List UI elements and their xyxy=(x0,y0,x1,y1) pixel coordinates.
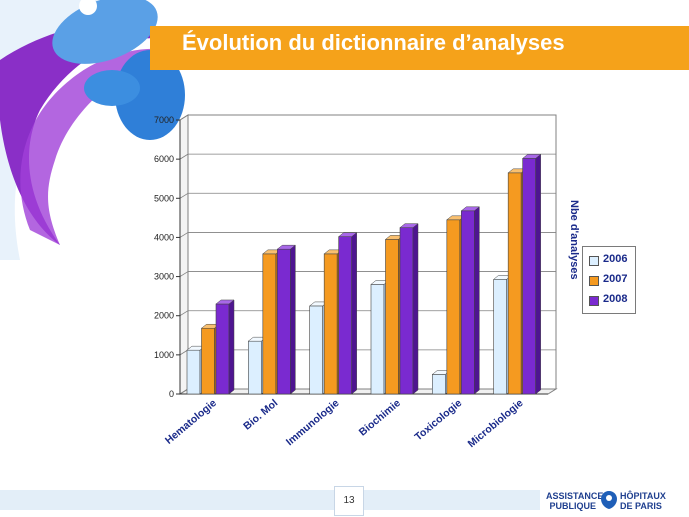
y-tick-label: 1000 xyxy=(154,350,174,360)
gridline-side xyxy=(179,114,189,121)
logo-line-3: HÔPITAUX xyxy=(620,491,666,501)
bar-microbiologie-2006 xyxy=(493,279,507,395)
bar-microbiologie-2008-side xyxy=(535,153,541,395)
bar-hematologie-2008-top xyxy=(215,299,235,305)
title-bar xyxy=(150,26,689,70)
bar-biomol-2008-side xyxy=(290,244,296,395)
bar-biochimie-2006 xyxy=(370,284,385,395)
x-tick-label-biochimie: Biochimie xyxy=(357,397,403,439)
bar-biochimie-2008-top xyxy=(399,223,419,228)
legend-swatch-2007 xyxy=(589,276,599,286)
y-tick-label: 7000 xyxy=(154,115,174,125)
bar-biomol-2008 xyxy=(277,248,291,395)
y-tick-label: 0 xyxy=(169,389,174,399)
bar-immunologie-2008 xyxy=(338,236,352,395)
bar-toxicologie-2006 xyxy=(432,374,446,395)
logo-line-1: ASSISTANCE xyxy=(546,491,604,501)
gridline-side xyxy=(179,310,189,317)
y-tick-label: 5000 xyxy=(154,193,174,203)
y-tick-label: 2000 xyxy=(154,311,174,321)
legend-swatch-2006 xyxy=(589,256,599,266)
y-tick-label: 6000 xyxy=(154,154,174,164)
gridline-side xyxy=(179,271,189,277)
chart-legend: 2006 2007 2008 xyxy=(582,246,636,314)
bar-toxicologie-2007 xyxy=(446,219,461,395)
bar-toxicologie-2008-top xyxy=(460,206,481,212)
bar-immunologie-2007 xyxy=(323,253,338,395)
bar-microbiologie-2008 xyxy=(522,158,536,395)
legend-label-2006: 2006 xyxy=(603,253,628,265)
bar-hematologie-2008 xyxy=(215,303,230,395)
bar-immunologie-2008-side xyxy=(351,232,357,395)
x-tick-label-immunologie: Immunologie xyxy=(284,397,342,448)
y-tick-label: 4000 xyxy=(154,232,174,242)
bar-hematologie-2007 xyxy=(201,327,215,395)
bar-immunologie-2008-top xyxy=(337,232,358,237)
x-tick-label-biomol: Bio. Mol xyxy=(241,397,280,432)
y-tick-label: 3000 xyxy=(154,272,174,282)
bar-biomol-2007 xyxy=(262,253,277,395)
gridline-side xyxy=(179,349,189,356)
gridline-side xyxy=(179,232,189,238)
bar-biochimie-2008-side xyxy=(412,223,419,395)
x-tick-label-toxicologie: Toxicologie xyxy=(412,397,464,443)
footer-bar xyxy=(0,490,540,510)
bar-microbiologie-2007 xyxy=(507,172,522,395)
aphp-logo: ASSISTANCE PUBLIQUE HÔPITAUX DE PARIS xyxy=(546,487,686,515)
bar-toxicologie-2008-side xyxy=(474,206,480,395)
logo-line-2: PUBLIQUE xyxy=(549,501,596,511)
page-number: 13 xyxy=(334,486,364,516)
bar-immunologie-2006 xyxy=(309,305,323,395)
y-axis-label: Nbe d'analyses xyxy=(568,200,580,280)
aphp-logo-icon xyxy=(601,491,617,509)
gridline-side xyxy=(179,153,189,160)
gridline-side xyxy=(179,388,189,395)
bar-biomol-2006 xyxy=(248,340,262,395)
bar-hematologie-2006 xyxy=(186,349,201,395)
legend-label-2008: 2008 xyxy=(603,293,628,305)
slide-title: Évolution du dictionnaire d’analyses xyxy=(182,30,565,55)
legend-label-2007: 2007 xyxy=(603,273,628,285)
bar-microbiologie-2008-top xyxy=(521,154,542,159)
bar-toxicologie-2008 xyxy=(461,210,475,395)
bar-biomol-2008-top xyxy=(276,244,297,250)
bar-hematologie-2008-side xyxy=(228,299,235,395)
bar-biochimie-2008 xyxy=(399,227,414,395)
logo-line-4: DE PARIS xyxy=(620,501,662,511)
x-tick-label-microbiologie: Microbiologie xyxy=(466,397,526,450)
logo-text-left: ASSISTANCE PUBLIQUE xyxy=(546,491,604,511)
x-tick-label-hematologie: Hematologie xyxy=(163,397,219,447)
bar-biochimie-2007 xyxy=(385,239,399,395)
legend-swatch-2008 xyxy=(589,296,599,306)
gridline-side xyxy=(179,192,189,199)
logo-text-right: HÔPITAUX DE PARIS xyxy=(620,491,666,511)
